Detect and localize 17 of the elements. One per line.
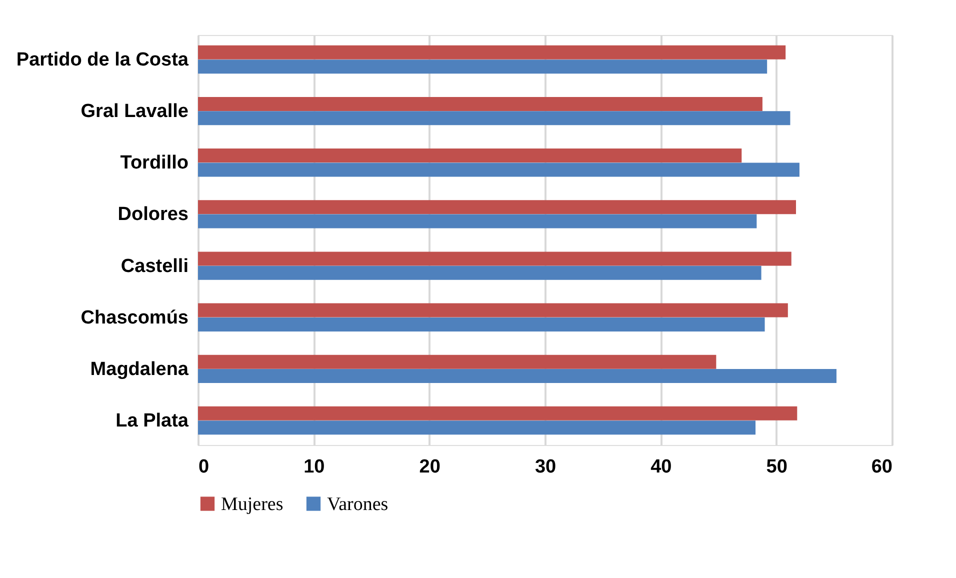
- y-tick-label: Partido de la Costa: [16, 49, 189, 70]
- y-tick-label: La Plata: [116, 410, 189, 432]
- x-tick-label: 50: [766, 456, 788, 478]
- x-tick-label: 10: [304, 456, 325, 478]
- x-tick-label: 60: [871, 456, 892, 478]
- y-tick-label: Tordillo: [120, 152, 188, 174]
- y-tick-label: Castelli: [120, 256, 188, 277]
- x-tick-label: 30: [534, 456, 556, 478]
- y-tick-label: Chascomús: [80, 307, 188, 328]
- x-tick-label: 20: [419, 456, 440, 478]
- x-tick-label: 40: [650, 456, 672, 478]
- legend-label: Mujeres: [221, 494, 284, 515]
- y-tick-label: Magdalena: [90, 358, 189, 380]
- y-tick-label: Dolores: [118, 204, 188, 226]
- y-tick-label: Gral Lavalle: [80, 101, 188, 122]
- legend-label: Varones: [327, 494, 388, 515]
- x-tick-label: 0: [198, 456, 210, 478]
